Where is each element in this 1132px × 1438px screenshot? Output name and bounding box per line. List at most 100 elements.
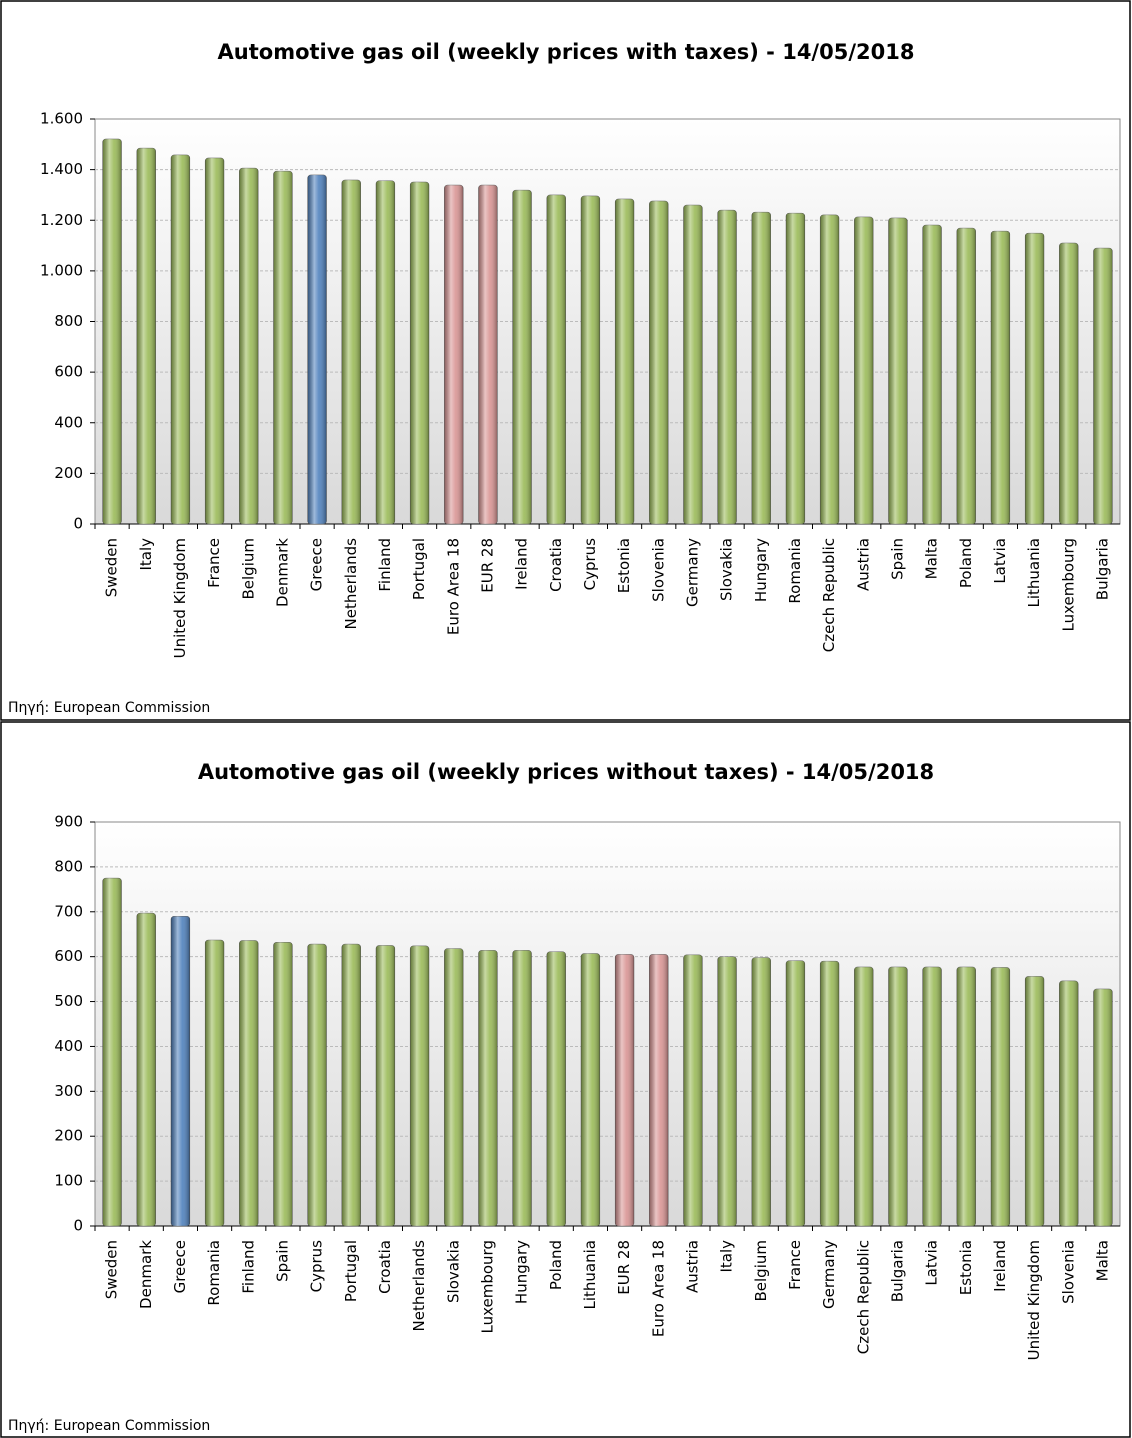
bar-shine bbox=[376, 180, 395, 524]
x-tick-label: Croatia bbox=[376, 1240, 394, 1294]
bar-shine bbox=[922, 966, 942, 1226]
x-tick-label: Latvia bbox=[923, 1240, 941, 1286]
y-tick-label: 1.200 bbox=[40, 211, 83, 229]
x-tick-label: France bbox=[205, 538, 223, 588]
bar-shine bbox=[410, 182, 429, 524]
x-tick-label: Austria bbox=[683, 1240, 701, 1293]
x-tick-label: Malta bbox=[1093, 1240, 1111, 1281]
bar-shine bbox=[956, 966, 976, 1226]
bar-shine bbox=[615, 954, 634, 1226]
bar-shine bbox=[546, 951, 566, 1226]
bar-shine bbox=[444, 185, 464, 525]
y-tick-label: 0 bbox=[73, 515, 83, 533]
y-tick-label: 700 bbox=[54, 902, 83, 920]
x-tick-label: Sweden bbox=[103, 538, 121, 597]
bar-shine bbox=[171, 154, 190, 524]
bar-shine bbox=[546, 194, 566, 524]
bar-shine bbox=[1059, 243, 1079, 524]
bar-shine bbox=[854, 966, 874, 1226]
plot-area bbox=[94, 821, 1121, 1227]
x-tick-label: Finland bbox=[376, 538, 394, 592]
bar-shine bbox=[205, 940, 224, 1226]
y-tick-label: 1.400 bbox=[40, 160, 83, 178]
bar-shine bbox=[1059, 980, 1079, 1226]
x-tick-label: Hungary bbox=[752, 538, 770, 602]
bar-shine bbox=[239, 168, 259, 524]
bar-shine bbox=[307, 174, 327, 525]
bar-shine bbox=[717, 210, 737, 524]
bar-shine bbox=[376, 945, 395, 1226]
y-tick-label: 800 bbox=[54, 312, 83, 330]
bar-shine bbox=[478, 185, 498, 525]
bar-shine bbox=[786, 960, 805, 1226]
bar-shine bbox=[751, 957, 771, 1226]
bar-shine bbox=[751, 212, 771, 524]
y-tick-label: 400 bbox=[54, 413, 83, 431]
chart-title: Automotive gas oil (weekly prices withou… bbox=[198, 760, 934, 784]
x-tick-label: Germany bbox=[683, 538, 701, 607]
x-tick-label: Lithuania bbox=[581, 1240, 599, 1309]
x-tick-label: United Kingdom bbox=[171, 538, 189, 658]
bar-shine bbox=[1025, 233, 1044, 525]
x-tick-label: Portugal bbox=[342, 1240, 360, 1302]
x-tick-label: Bulgaria bbox=[888, 1240, 906, 1302]
bar-shine bbox=[615, 198, 634, 525]
x-tick-label: Euro Area 18 bbox=[649, 1240, 667, 1337]
bar-shine bbox=[136, 148, 156, 524]
bar-shine bbox=[136, 913, 156, 1226]
x-tick-label: Germany bbox=[820, 1240, 838, 1309]
y-tick-label: 900 bbox=[54, 813, 83, 831]
x-tick-label: Poland bbox=[957, 538, 975, 588]
x-tick-label: Poland bbox=[547, 1240, 565, 1290]
bar-shine bbox=[956, 228, 976, 525]
x-tick-label: Cyprus bbox=[308, 1240, 326, 1293]
x-tick-label: Slovakia bbox=[444, 1240, 462, 1303]
y-tick-label: 200 bbox=[54, 464, 83, 482]
x-tick-label: EUR 28 bbox=[615, 1240, 633, 1295]
bar-shine bbox=[888, 966, 908, 1226]
bar-shine bbox=[102, 878, 122, 1226]
bar-shine bbox=[444, 948, 464, 1226]
x-tick-label: Malta bbox=[923, 538, 941, 579]
x-tick-label: Czech Republic bbox=[820, 538, 838, 652]
bar-shine bbox=[581, 953, 600, 1226]
bar-shine bbox=[273, 171, 293, 525]
x-tick-label: Italy bbox=[718, 1240, 736, 1273]
bar-shine bbox=[991, 967, 1010, 1226]
x-tick-label: Hungary bbox=[513, 1240, 531, 1304]
source-note: Πηγή: European Commission bbox=[8, 700, 210, 716]
y-tick-label: 600 bbox=[54, 363, 83, 381]
y-tick-label: 1.000 bbox=[40, 261, 83, 279]
x-tick-label: Estonia bbox=[615, 538, 633, 593]
x-tick-label: Ireland bbox=[991, 1240, 1009, 1292]
bar-shine bbox=[102, 138, 122, 524]
x-tick-label: Spain bbox=[888, 538, 906, 580]
bar-shine bbox=[307, 944, 327, 1226]
bar-shine bbox=[341, 944, 361, 1226]
x-tick-label: Portugal bbox=[410, 538, 428, 600]
y-tick-label: 1.600 bbox=[40, 110, 83, 128]
chart: Automotive gas oil (weekly prices withou… bbox=[0, 721, 1131, 1438]
x-tick-label: Slovenia bbox=[649, 538, 667, 602]
x-tick-label: Belgium bbox=[752, 1240, 770, 1302]
x-tick-label: Belgium bbox=[239, 538, 257, 600]
bar-shine bbox=[649, 201, 669, 524]
y-tick-label: 0 bbox=[73, 1217, 83, 1235]
x-tick-label: Bulgaria bbox=[1093, 538, 1111, 600]
bar-shine bbox=[273, 942, 293, 1226]
bar-shine bbox=[581, 195, 600, 524]
x-tick-label: France bbox=[786, 1240, 804, 1290]
bar-shine bbox=[717, 956, 737, 1226]
y-tick-label: 400 bbox=[54, 1037, 83, 1055]
bar-shine bbox=[820, 214, 839, 524]
x-tick-label: Croatia bbox=[547, 538, 565, 592]
y-tick-label: 500 bbox=[54, 992, 83, 1010]
chart: Automotive gas oil (weekly prices with t… bbox=[0, 0, 1131, 721]
x-tick-label: Romania bbox=[786, 538, 804, 604]
bar-shine bbox=[239, 940, 259, 1226]
x-tick-label: Italy bbox=[137, 538, 155, 571]
x-tick-label: Euro Area 18 bbox=[444, 538, 462, 635]
x-tick-label: Romania bbox=[205, 1240, 223, 1306]
bar-shine bbox=[922, 225, 942, 524]
bar-shine bbox=[205, 157, 224, 524]
